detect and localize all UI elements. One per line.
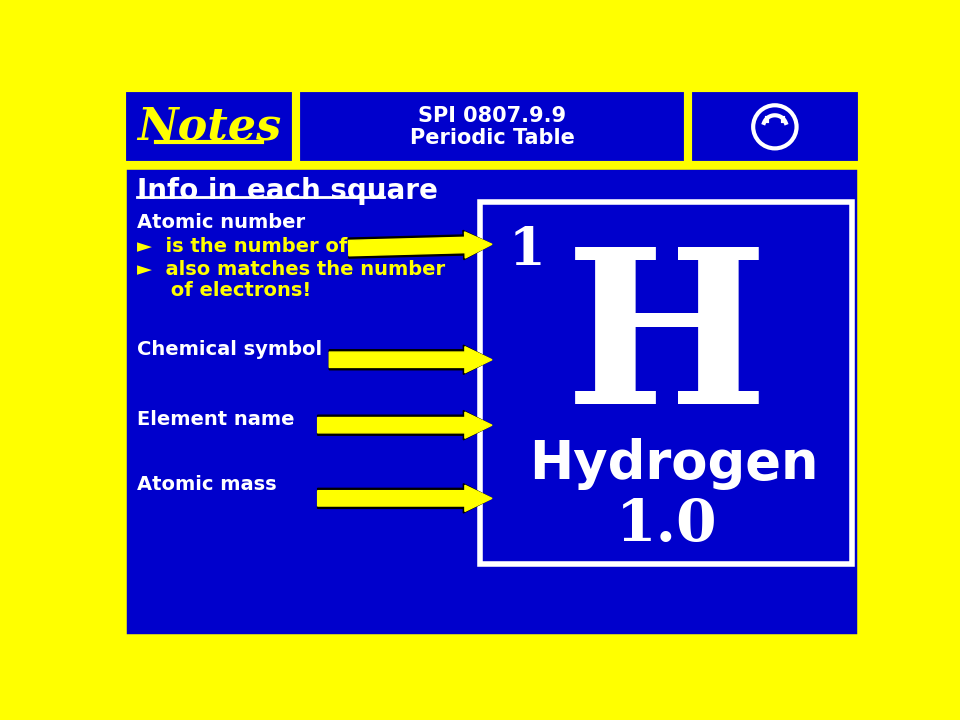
Text: SPI 0807.9.9: SPI 0807.9.9 (418, 106, 566, 126)
Text: ►  is the number of protons!: ► is the number of protons! (137, 237, 448, 256)
FancyArrow shape (329, 346, 492, 373)
Text: Element name: Element name (137, 410, 295, 429)
Text: Atomic number: Atomic number (137, 213, 305, 233)
FancyArrow shape (329, 345, 492, 374)
Bar (299, 90, 685, 163)
FancyArrow shape (348, 230, 492, 260)
Text: 1: 1 (509, 225, 545, 276)
FancyArrow shape (318, 410, 492, 440)
Bar (124, 167, 860, 637)
Text: H: H (564, 240, 768, 449)
Bar (124, 90, 295, 163)
Text: Atomic mass: Atomic mass (137, 475, 276, 494)
Text: Info in each square: Info in each square (137, 177, 438, 205)
Bar (689, 90, 860, 163)
FancyArrow shape (318, 484, 492, 513)
Text: Hydrogen: Hydrogen (529, 438, 819, 490)
FancyArrow shape (348, 232, 492, 258)
FancyArrow shape (318, 485, 492, 511)
Text: Chemical symbol: Chemical symbol (137, 341, 323, 359)
FancyArrow shape (318, 412, 492, 438)
Text: Periodic Table: Periodic Table (410, 127, 574, 148)
Text: 1.0: 1.0 (615, 498, 717, 553)
Text: of electrons!: of electrons! (137, 282, 311, 300)
Text: Notes: Notes (137, 105, 281, 148)
Bar (480, 202, 852, 564)
Text: ►  also matches the number: ► also matches the number (137, 260, 445, 279)
